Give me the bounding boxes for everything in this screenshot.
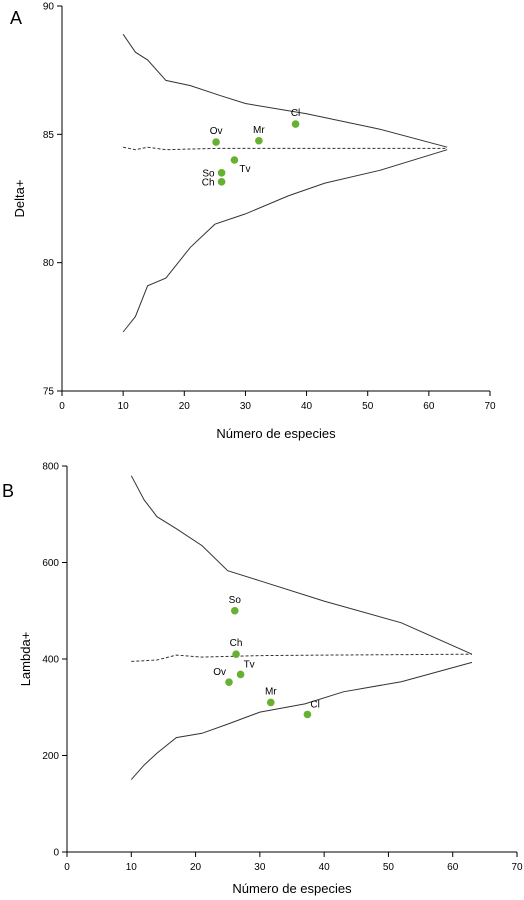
y-tick-label: 90 (43, 2, 55, 13)
data-point-tv (230, 156, 239, 164)
y-tick-label: 600 (42, 558, 59, 569)
data-point-so (217, 169, 226, 177)
data-point-label: Cl (291, 108, 300, 119)
y-axis-label: Lambda+ (18, 632, 33, 687)
funnel-upper-line (122, 33, 448, 148)
chart-panel-b: B 0 200 400 600 800 0 10 20 30 40 50 60 70 Número de e… (2, 462, 523, 897)
x-tick-label: 30 (254, 862, 266, 873)
data-point-label: Cl (310, 699, 319, 710)
y-tick-label: 80 (43, 258, 55, 269)
data-point-label: Tv (239, 164, 250, 175)
x-tick-label: 30 (240, 401, 252, 412)
y-tick-label: 0 (53, 848, 59, 859)
data-point-cl (303, 710, 312, 719)
data-point-label: Ov (210, 126, 223, 137)
x-tick-label: 0 (64, 862, 70, 873)
chart-panel-a: A 75 80 85 90 0 10 20 30 40 50 60 70 Número de especi… (10, 2, 496, 442)
y-tick-label: 200 (42, 751, 59, 762)
x-tick-label: 20 (179, 401, 191, 412)
x-tick-label: 40 (301, 401, 313, 412)
data-point-label: So (229, 595, 242, 606)
x-tick-label: 0 (59, 401, 65, 412)
data-point-label: Ch (202, 177, 215, 188)
data-point-ch (232, 650, 240, 658)
y-tick-label: 800 (42, 462, 59, 473)
y-axis-label: Delta+ (12, 180, 27, 218)
x-tick-label: 70 (484, 401, 496, 412)
data-point-label: Ov (213, 667, 226, 678)
data-point-ov (212, 138, 220, 146)
x-tick-label: 60 (447, 862, 459, 873)
data-point-label: Tv (244, 659, 255, 670)
mean-dashed-line (123, 146, 448, 151)
y-tick-label: 400 (42, 655, 59, 666)
x-axis-label: Número de especies (232, 881, 352, 896)
panel-label: B (2, 481, 14, 501)
x-tick-label: 20 (190, 862, 202, 873)
data-point-label: Mr (265, 686, 277, 697)
data-point-label: So (202, 168, 215, 179)
funnel-lower-line (122, 149, 448, 333)
x-tick-label: 10 (126, 862, 138, 873)
x-tick-label: 50 (362, 401, 374, 412)
data-point-cl (291, 120, 300, 128)
x-tick-label: 60 (423, 401, 435, 412)
y-tick-label: 75 (43, 387, 55, 398)
data-point-so (230, 606, 239, 615)
funnel-lower-line (130, 661, 473, 780)
mean-dashed-line (131, 653, 473, 662)
x-tick-label: 70 (511, 862, 523, 873)
data-point-label: Mr (253, 125, 265, 136)
x-tick-label: 40 (319, 862, 331, 873)
x-axis-label: Número de especies (216, 426, 336, 441)
panel-label: A (10, 8, 22, 28)
data-point-mr (266, 698, 275, 707)
data-point-label: Ch (230, 638, 243, 649)
x-tick-label: 50 (383, 862, 395, 873)
x-tick-label: 10 (118, 401, 130, 412)
data-point-mr (255, 136, 263, 145)
data-point-ch (217, 178, 226, 186)
funnel-upper-line (130, 475, 473, 655)
data-point-tv (236, 670, 245, 679)
data-point-ov (225, 678, 233, 686)
y-tick-label: 85 (43, 130, 55, 141)
